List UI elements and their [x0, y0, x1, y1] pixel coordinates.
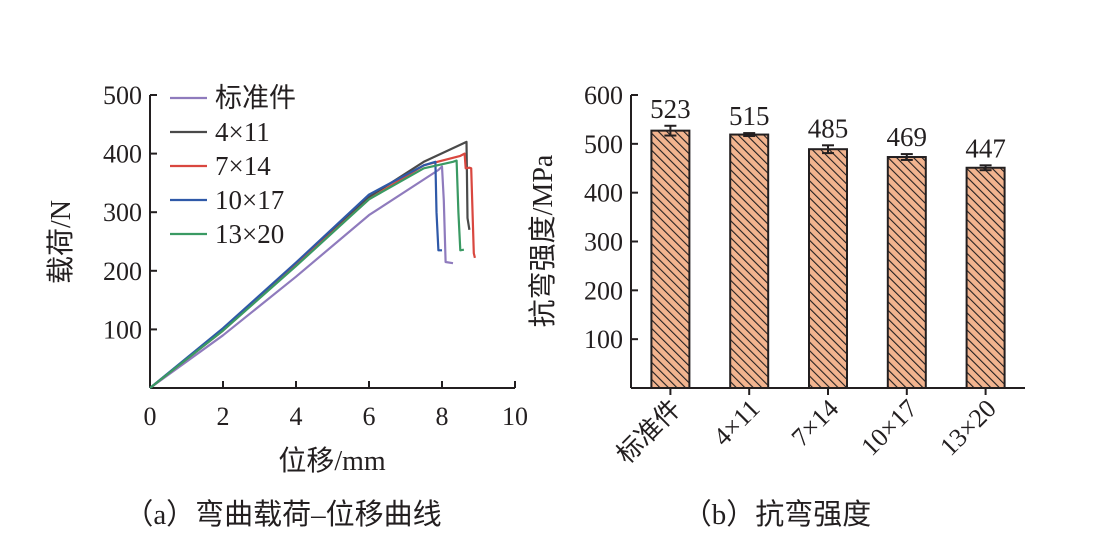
y-tick-label: 200	[103, 257, 142, 286]
category-label-2: 7×14	[786, 394, 844, 452]
y-axis-label: 载荷/N	[45, 200, 77, 284]
category-label-0: 标准件	[611, 394, 687, 470]
bar-0	[650, 129, 691, 389]
x-tick-label: 8	[436, 402, 449, 431]
panel-b-caption: （b）抗弯强度	[683, 498, 872, 531]
bar-2	[808, 148, 848, 389]
y-tick-label: 400	[584, 179, 623, 208]
y-tick-label: 300	[584, 228, 623, 257]
y-tick-label: 500	[584, 130, 623, 159]
y-tick-label: 600	[584, 81, 623, 110]
bending-strength-chart: 100 200 300 400 500 600 523 标准件 515 4×11 485 7×14 4…	[527, 81, 1025, 531]
legend-label-2: 7×14	[215, 151, 271, 181]
series-line-3	[149, 160, 442, 389]
y-tick-label: 400	[103, 140, 142, 169]
data-label-2: 485	[808, 113, 849, 143]
x-tick-label: 6	[363, 402, 376, 431]
data-label-1: 515	[729, 101, 770, 131]
y-tick-label: 500	[103, 81, 142, 110]
x-tick-label: 10	[502, 402, 528, 431]
data-label-0: 523	[650, 94, 691, 124]
category-label-4: 13×20	[934, 394, 1002, 462]
bar-3	[886, 156, 927, 389]
y-axis-label: 抗弯强度/MPa	[527, 154, 559, 327]
y-tick-label: 200	[584, 276, 623, 305]
series-line-4	[149, 159, 465, 389]
bar-1	[729, 133, 770, 389]
legend-label-0: 标准件	[215, 83, 296, 113]
y-tick-label: 300	[103, 198, 142, 227]
data-label-4: 447	[965, 133, 1006, 163]
legend-label-3: 10×17	[215, 185, 284, 215]
x-tick-label: 0	[144, 402, 157, 431]
series-line-0	[149, 165, 454, 389]
category-label-1: 4×11	[708, 394, 766, 452]
bar-4	[965, 166, 1006, 389]
legend-label-4: 13×20	[215, 219, 284, 249]
x-tick-label: 4	[290, 402, 303, 431]
legend-label-1: 4×11	[215, 117, 270, 147]
x-axis-label: 位移/mm	[278, 445, 386, 477]
x-tick-label: 2	[217, 402, 230, 431]
y-tick-label: 100	[584, 325, 623, 354]
category-label-3: 10×17	[855, 394, 923, 462]
panel-a-caption: （a）弯曲载荷–位移曲线	[124, 498, 441, 531]
y-tick-label: 100	[103, 315, 142, 344]
load-displacement-chart: 0 2 4 6 8 10 100 200 300 400 500 标准件 4×11 7×14 10×17 1…	[45, 81, 528, 531]
data-label-3: 469	[887, 122, 928, 152]
